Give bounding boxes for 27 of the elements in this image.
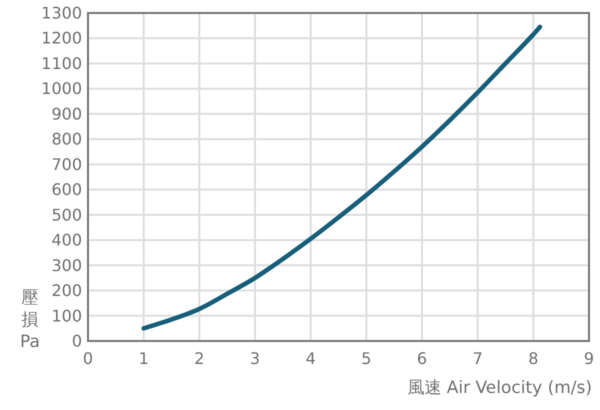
x-tick-label: 7 bbox=[472, 349, 483, 368]
y-tick-label: 600 bbox=[51, 180, 82, 200]
y-tick-label: 700 bbox=[51, 154, 82, 174]
x-tick-label: 9 bbox=[584, 349, 594, 368]
y-tick-label: 1100 bbox=[41, 54, 82, 73]
y-tick-label: 800 bbox=[51, 130, 82, 149]
x-tick-label: 6 bbox=[416, 349, 428, 368]
x-tick-label: 1 bbox=[138, 349, 149, 368]
y-tick-label: 300 bbox=[51, 256, 82, 275]
y-tick-label: 500 bbox=[51, 205, 82, 224]
y-tick-label: 400 bbox=[51, 230, 82, 250]
y-tick-label: 0 bbox=[72, 332, 82, 350]
x-tick-label: 5 bbox=[361, 349, 372, 368]
y-tick-label: 200 bbox=[51, 281, 82, 300]
y-tick-label: 900 bbox=[51, 104, 82, 124]
x-tick-label: 0 bbox=[82, 349, 94, 368]
y-tick-label: 1300 bbox=[41, 4, 82, 22]
x-tick-label: 3 bbox=[250, 349, 260, 368]
line-series bbox=[141, 24, 542, 331]
y-tick-label: 1200 bbox=[41, 28, 82, 48]
y-tick-label: 100 bbox=[51, 306, 82, 326]
y-axis-title: 壓損 Pa bbox=[20, 288, 40, 352]
x-tick-label: 2 bbox=[194, 349, 204, 368]
x-tick-label: 8 bbox=[528, 349, 538, 368]
x-tick-label: 4 bbox=[306, 349, 316, 368]
y-tick-label: 1000 bbox=[41, 79, 82, 98]
x-axis-title: 風速 Air Velocity (m/s) bbox=[407, 378, 592, 398]
